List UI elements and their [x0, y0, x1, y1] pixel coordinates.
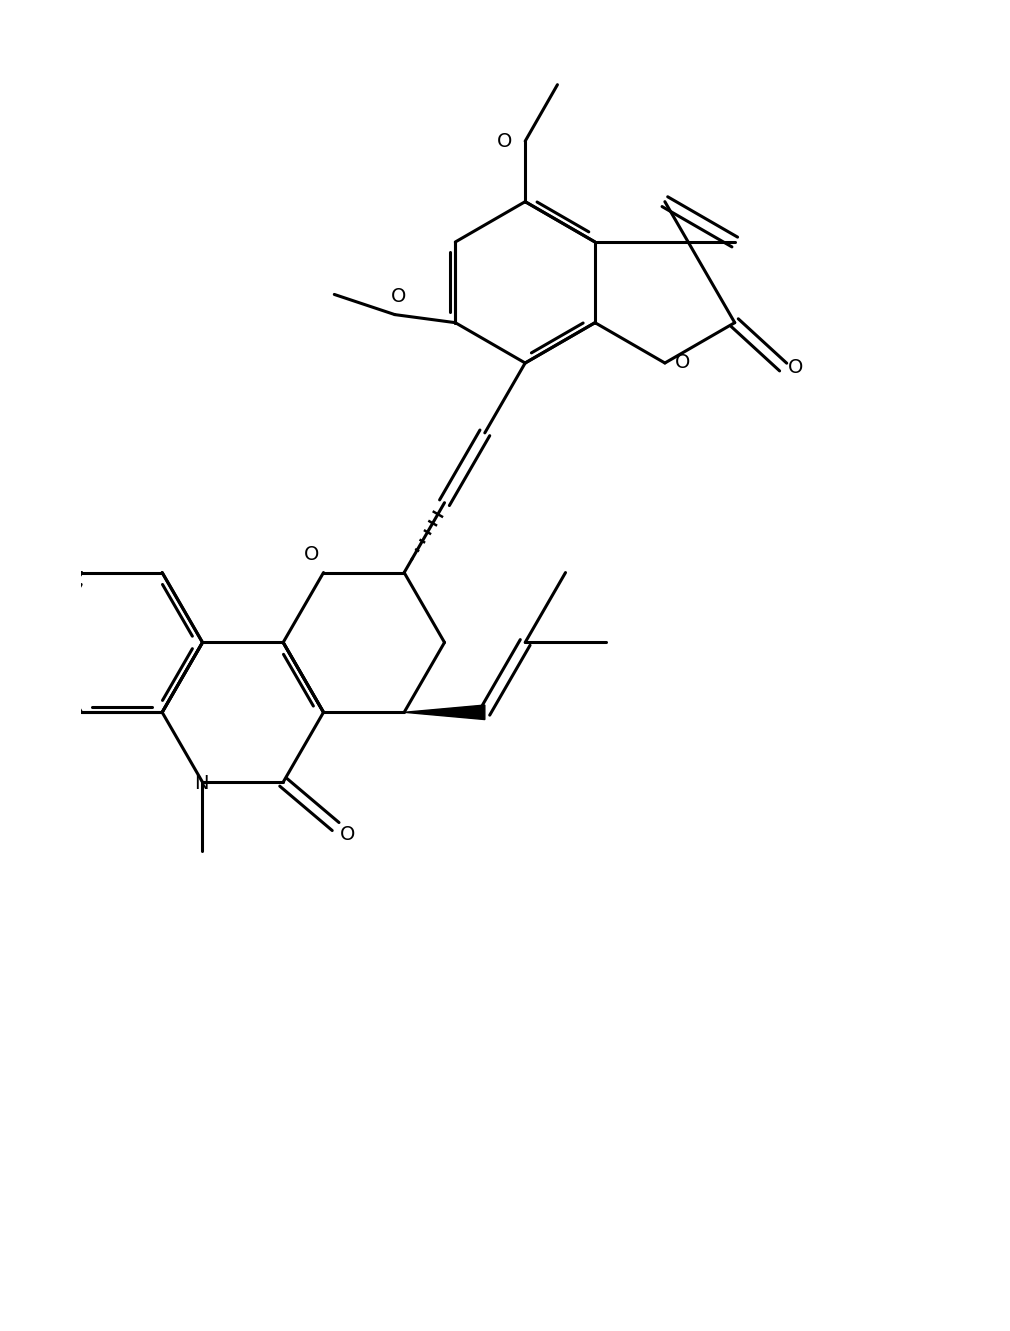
Text: N: N [194, 775, 208, 793]
Text: O: O [788, 358, 803, 377]
Text: O: O [391, 287, 407, 306]
Text: O: O [304, 546, 319, 564]
Text: O: O [497, 132, 513, 150]
Text: O: O [675, 354, 690, 373]
Polygon shape [404, 705, 485, 720]
Text: O: O [340, 825, 356, 844]
